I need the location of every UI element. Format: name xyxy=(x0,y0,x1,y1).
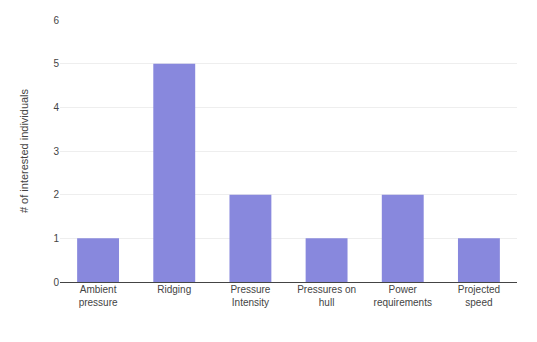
svg-text:Ridging: Ridging xyxy=(157,284,191,295)
svg-text:1: 1 xyxy=(53,233,59,244)
svg-text:6: 6 xyxy=(53,15,59,26)
svg-text:4: 4 xyxy=(53,102,59,113)
svg-text:Pressures onhull: Pressures onhull xyxy=(297,284,356,308)
svg-text:# of interested individuals: # of interested individuals xyxy=(18,88,30,213)
svg-text:5: 5 xyxy=(53,58,59,69)
svg-text:Projectedspeed: Projectedspeed xyxy=(458,284,500,308)
svg-text:Powerrequirements: Powerrequirements xyxy=(374,284,432,308)
svg-text:3: 3 xyxy=(53,146,59,157)
svg-text:Ambientpressure: Ambientpressure xyxy=(79,284,118,308)
svg-text:2: 2 xyxy=(53,189,59,200)
svg-text:0: 0 xyxy=(53,277,59,288)
svg-text:PressureIntensity: PressureIntensity xyxy=(230,284,270,308)
